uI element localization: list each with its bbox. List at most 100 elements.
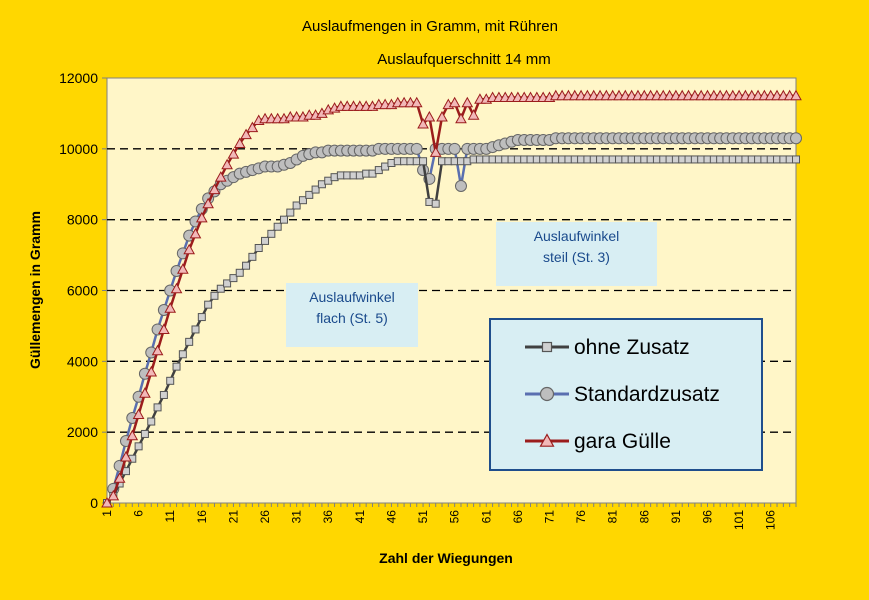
x-tick-label: 51 (416, 510, 430, 524)
x-tick-label: 66 (511, 510, 525, 524)
data-point (279, 215, 288, 224)
data-point (164, 302, 177, 313)
data-point (454, 180, 467, 193)
data-point (311, 185, 320, 194)
y-tick-label: 0 (90, 495, 98, 511)
data-point (305, 190, 314, 199)
data-point (204, 300, 213, 309)
x-axis-ticks: 1 6 11 16 21 26 31 36 41 46 51 56 61 66 71 76 81 86 91 96 10… (100, 503, 797, 530)
data-point (183, 243, 196, 255)
annotation-text: steil (St. 3) (543, 249, 610, 265)
y-tick-label: 4000 (67, 353, 98, 369)
legend-label: Standardzusatz (574, 383, 720, 406)
data-point (254, 244, 263, 252)
data-point (539, 433, 555, 447)
data-point (178, 350, 187, 359)
data-point (410, 96, 423, 108)
x-tick-label: 31 (290, 510, 304, 524)
data-point (107, 489, 120, 501)
x-tick-label: 81 (606, 510, 620, 524)
x-tick-label: 76 (574, 510, 588, 524)
y-axis-title: Güllemengen in Gramm (27, 211, 43, 369)
data-point (159, 390, 168, 399)
x-tick-label: 41 (353, 510, 367, 524)
data-point (790, 132, 802, 145)
data-point (240, 128, 252, 140)
x-tick-label: 16 (195, 510, 209, 524)
series-square (103, 155, 800, 507)
data-point (448, 96, 461, 108)
data-point (229, 274, 238, 283)
data-point (132, 408, 145, 419)
legend-item: Standardzusatz (525, 383, 720, 406)
x-tick-label: 61 (479, 510, 493, 524)
data-point (273, 222, 282, 231)
y-axis-ticks: 0 2000 4000 6000 8000 10000 12000 (59, 70, 107, 511)
x-tick-label: 56 (448, 510, 462, 524)
chart-subtitle: Auslaufquerschnitt 14 mm (377, 51, 550, 68)
x-tick-label: 96 (701, 510, 715, 524)
data-point (191, 325, 200, 334)
data-point (790, 89, 802, 101)
data-point (235, 268, 244, 277)
data-point (140, 429, 149, 438)
annotation-text: flach (St. 5) (316, 310, 388, 326)
y-tick-label: 6000 (67, 283, 98, 299)
data-point (286, 208, 295, 217)
x-axis-title: Zahl der Wiegungen (379, 550, 513, 566)
annotation-box (286, 283, 418, 347)
data-point (134, 442, 143, 451)
legend: ohne Zusatz Standardzusatz gara Gülle (489, 318, 763, 471)
data-point (153, 403, 162, 412)
x-tick-label: 26 (258, 510, 272, 524)
data-point (145, 365, 158, 377)
data-point (197, 313, 206, 322)
x-tick-label: 36 (321, 510, 335, 524)
chart-title: Auslaufmengen in Gramm, mit Rühren (302, 18, 558, 35)
x-tick-label: 86 (637, 510, 651, 524)
data-point (246, 121, 259, 133)
annotation-steil: Auslaufwinkel steil (St. 3) (496, 222, 657, 286)
data-point (261, 236, 270, 245)
y-tick-label: 2000 (67, 424, 98, 440)
x-tick-label: 1 (100, 510, 114, 517)
x-tick-label: 11 (163, 510, 177, 523)
data-point (792, 155, 800, 164)
data-point (170, 282, 183, 294)
data-point (166, 376, 175, 385)
data-point (172, 362, 181, 371)
data-point (419, 157, 428, 166)
data-point (539, 386, 555, 402)
data-point (221, 158, 233, 170)
data-point (158, 323, 170, 334)
data-point (210, 291, 219, 300)
y-tick-label: 10000 (59, 141, 98, 157)
data-point (113, 472, 126, 483)
x-tick-label: 101 (732, 510, 746, 530)
data-point (120, 450, 132, 462)
data-point (177, 263, 189, 274)
data-point (223, 279, 232, 288)
y-tick-label: 8000 (67, 212, 98, 228)
legend-label: ohne Zusatz (574, 336, 690, 359)
data-point (423, 110, 436, 122)
series-triangle (101, 89, 802, 508)
data-point (139, 387, 151, 398)
data-point (242, 261, 251, 270)
data-point (151, 344, 164, 356)
annotation-text: Auslaufwinkel (534, 228, 620, 244)
data-point (467, 109, 480, 120)
annotation-text: Auslaufwinkel (309, 289, 395, 305)
x-tick-label: 6 (132, 510, 146, 517)
data-point (429, 146, 442, 157)
data-point (101, 496, 113, 508)
data-point (292, 201, 301, 210)
data-point (455, 112, 467, 124)
legend-label: gara Gülle (574, 430, 671, 453)
data-point (417, 118, 429, 129)
data-point (216, 284, 225, 293)
legend-item: ohne Zusatz (525, 336, 690, 359)
data-point (126, 429, 139, 441)
data-point (233, 137, 246, 149)
